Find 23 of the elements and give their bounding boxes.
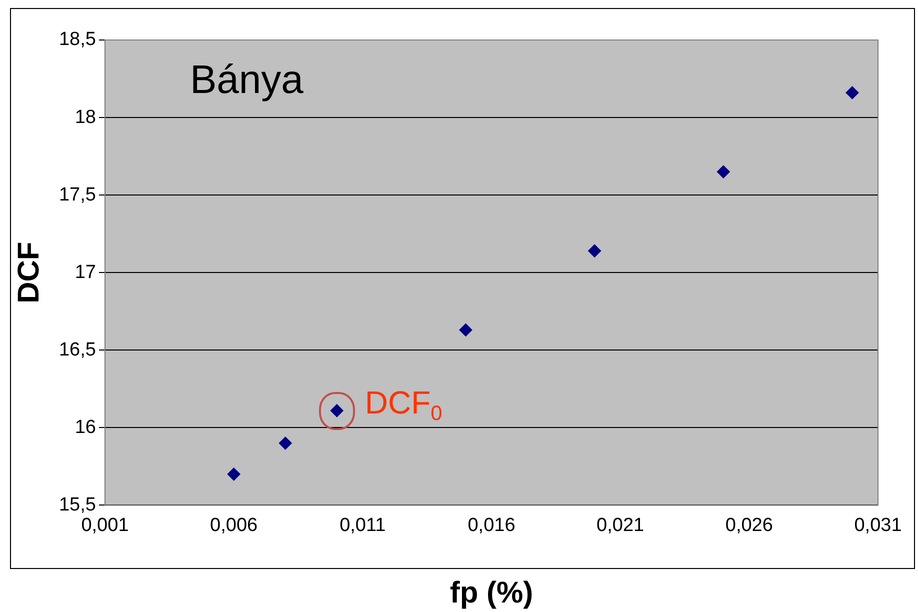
y-tick-label: 16,5 — [58, 339, 96, 360]
x-tick-label: 0,016 — [468, 514, 516, 536]
x-axis-title: fp (%) — [450, 576, 534, 610]
x-tick-label: 0,031 — [854, 514, 902, 536]
annotation: Bánya — [190, 58, 304, 102]
x-tick-label: 0,001 — [81, 514, 129, 536]
y-axis-title: DCF — [12, 242, 46, 304]
x-tick-label: 0,011 — [340, 514, 386, 536]
y-tick-label: 16 — [74, 416, 96, 438]
y-tick-label: 17,5 — [58, 184, 96, 206]
x-tick-label: 0,021 — [596, 514, 644, 536]
point — [278, 436, 292, 450]
y-tick-label: 15,5 — [58, 494, 96, 516]
x-tick-label: 0,026 — [725, 514, 773, 536]
y-tick-label: 18 — [74, 106, 96, 128]
point — [459, 323, 472, 336]
point — [716, 165, 730, 178]
x-tick-label: 0,006 — [210, 514, 258, 536]
point — [588, 244, 602, 258]
y-tick-label: 18,5 — [58, 29, 96, 50]
y-tick-label: 17 — [74, 262, 96, 283]
point — [227, 468, 240, 481]
point — [846, 86, 859, 100]
